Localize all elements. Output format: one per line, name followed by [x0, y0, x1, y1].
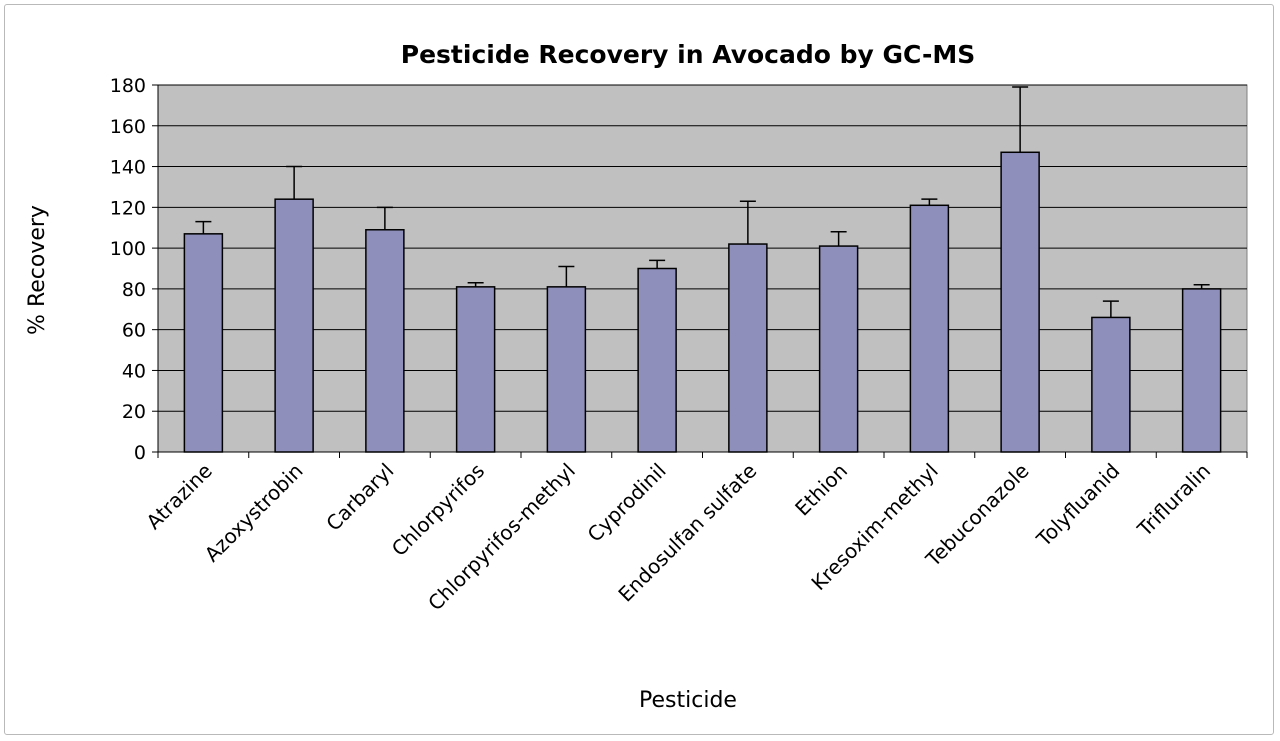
- bar: [728, 243, 768, 453]
- y-tick-label: 40: [122, 360, 146, 382]
- y-axis: 0 20 40 60 80 100 120 140 160 180: [110, 75, 159, 464]
- x-tick-label: Tolyfluanid: [1031, 459, 1124, 552]
- y-tick-label: 60: [122, 320, 146, 342]
- x-tick-label: Cyprodinil: [583, 459, 671, 547]
- bar: [365, 229, 405, 453]
- x-tick-label: Chlorpyrifos-methyl: [423, 459, 580, 616]
- bar: [1091, 316, 1131, 453]
- y-tick-label: 0: [134, 442, 146, 464]
- bar: [274, 198, 314, 453]
- x-tick-label: Chlorpyrifos: [387, 459, 489, 561]
- y-tick-label: 160: [110, 116, 146, 138]
- y-tick-label: 180: [110, 75, 146, 97]
- x-tick-label: Ethion: [790, 459, 852, 521]
- bar: [546, 286, 587, 453]
- plot-background: [157, 84, 1248, 453]
- y-tick-label: 120: [110, 197, 146, 219]
- bar: [909, 204, 950, 453]
- x-tick-label: Atrazine: [141, 459, 216, 534]
- bar: [1000, 151, 1040, 453]
- y-axis-label: % Recovery: [25, 205, 50, 335]
- plot-area: [157, 84, 1248, 453]
- bar: [1181, 288, 1222, 453]
- x-tick-label: Carbaryl: [321, 459, 398, 536]
- bar: [637, 267, 677, 453]
- bar: [818, 245, 859, 453]
- chart-title: Pesticide Recovery in Avocado by GC-MS: [401, 40, 975, 69]
- y-tick-label: 100: [110, 238, 146, 260]
- x-tick-label: Trifluralin: [1132, 459, 1215, 542]
- y-tick-label: 80: [122, 279, 146, 301]
- bar: [455, 286, 496, 453]
- bar: [183, 233, 224, 453]
- y-tick-label: 20: [122, 401, 146, 423]
- y-tick-label: 140: [110, 157, 146, 179]
- x-axis-label: Pesticide: [639, 688, 737, 713]
